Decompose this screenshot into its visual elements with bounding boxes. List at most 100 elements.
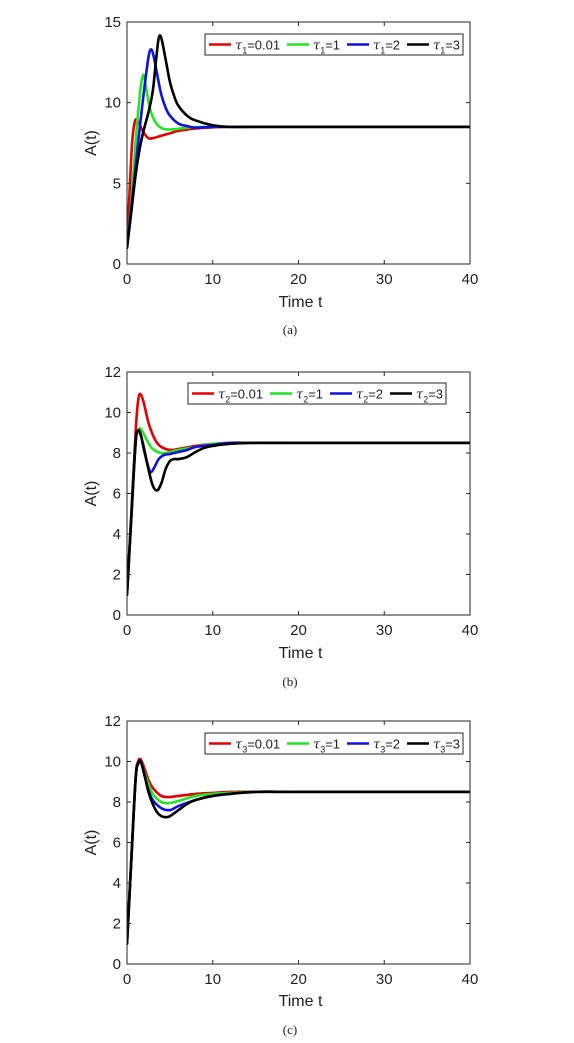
y-tick-label: 6 xyxy=(113,835,121,852)
legend-value: =3 xyxy=(445,737,460,752)
x-axis-label: Time t xyxy=(279,645,323,662)
legend-symbol: τ xyxy=(416,388,424,403)
legend-symbol: τ xyxy=(373,39,381,54)
x-tick-label: 0 xyxy=(123,971,131,988)
legend-subscript: 2 xyxy=(225,395,230,405)
legend-entry-label: τ2=2 xyxy=(356,387,383,405)
y-tick-label: 6 xyxy=(113,486,121,503)
legend-subscript: 2 xyxy=(423,395,428,405)
y-tick-label: 0 xyxy=(113,607,121,624)
legend-symbol: τ xyxy=(313,738,321,753)
x-tick-label: 0 xyxy=(123,622,131,639)
legend-symbol: τ xyxy=(296,388,304,403)
x-tick-label: 40 xyxy=(462,971,479,988)
legend-value: =2 xyxy=(368,387,383,402)
legend-subscript: 1 xyxy=(380,46,385,56)
legend: τ1=0.01 τ1=1 τ1=2 τ1=3 xyxy=(204,33,464,56)
legend-subscript: 2 xyxy=(303,395,308,405)
legend-value: =2 xyxy=(385,38,400,53)
y-tick-label: 4 xyxy=(113,526,121,543)
y-tick-label: 10 xyxy=(104,95,121,112)
series-line-4 xyxy=(127,428,470,597)
legend-value: =3 xyxy=(445,38,460,53)
legend-entry-label: τ3=0.01 xyxy=(235,737,280,755)
legend-symbol: τ xyxy=(433,39,441,54)
series-line-1 xyxy=(127,118,470,250)
series-line-1 xyxy=(127,757,470,946)
x-tick-label: 30 xyxy=(376,271,393,288)
legend-subscript: 1 xyxy=(440,46,445,56)
y-tick-label: 10 xyxy=(104,405,121,422)
legend-entry-label: τ1=0.01 xyxy=(235,38,280,56)
legend-symbol: τ xyxy=(218,388,226,403)
series-line-2 xyxy=(127,759,470,946)
plot-frame xyxy=(126,21,471,265)
legend-subscript: 1 xyxy=(242,46,247,56)
y-axis-label: A(t) xyxy=(83,481,100,507)
legend-value: =3 xyxy=(428,387,443,402)
x-tick-label: 10 xyxy=(204,971,221,988)
x-tick-label: 30 xyxy=(376,622,393,639)
legend-entry-label: τ3=1 xyxy=(313,737,340,755)
y-tick-label: 12 xyxy=(104,713,121,730)
y-tick-label: 2 xyxy=(113,567,121,584)
legend-value: =0.01 xyxy=(247,38,280,53)
y-tick-label: 8 xyxy=(113,445,121,462)
series-line-3 xyxy=(127,428,470,597)
legend-entry-label: τ3=3 xyxy=(433,737,460,755)
x-tick-label: 20 xyxy=(290,971,307,988)
x-tick-label: 10 xyxy=(204,271,221,288)
x-tick-label: 20 xyxy=(290,622,307,639)
y-axis-label: A(t) xyxy=(83,130,100,156)
y-tick-label: 0 xyxy=(113,256,121,273)
legend-symbol: τ xyxy=(235,39,243,54)
x-tick-label: 30 xyxy=(376,971,393,988)
y-tick-label: 2 xyxy=(113,916,121,933)
series-line-1 xyxy=(127,392,470,597)
x-tick-label: 40 xyxy=(462,622,479,639)
legend-entry-label: τ1=3 xyxy=(433,38,460,56)
legend-symbol: τ xyxy=(313,39,321,54)
x-tick-label: 0 xyxy=(123,271,131,288)
legend-entry-label: τ2=0.01 xyxy=(218,387,263,405)
x-axis-label: Time t xyxy=(279,993,323,1010)
legend-symbol: τ xyxy=(356,388,364,403)
legend-box xyxy=(204,33,464,56)
plot-frame xyxy=(126,720,471,965)
legend-box xyxy=(187,382,447,405)
y-tick-label: 15 xyxy=(104,14,121,31)
series-line-4 xyxy=(127,759,470,946)
y-tick-label: 8 xyxy=(113,794,121,811)
figure-caption: (a) xyxy=(283,322,297,337)
series-line-2 xyxy=(127,73,470,250)
y-axis-label: A(t) xyxy=(83,830,100,856)
legend-symbol: τ xyxy=(373,738,381,753)
figure-caption: (b) xyxy=(282,674,297,689)
series-line-3 xyxy=(127,48,470,250)
legend-value: =1 xyxy=(325,38,340,53)
legend-subscript: 3 xyxy=(242,745,247,755)
y-tick-label: 10 xyxy=(104,754,121,771)
legend-value: =1 xyxy=(325,737,340,752)
y-tick-label: 4 xyxy=(113,875,121,892)
legend: τ3=0.01 τ3=1 τ3=2 τ3=3 xyxy=(204,732,464,755)
legend-subscript: 1 xyxy=(320,46,325,56)
series-line-4 xyxy=(127,34,470,250)
legend-subscript: 3 xyxy=(320,745,325,755)
x-tick-label: 10 xyxy=(204,622,221,639)
legend-entry-label: τ1=1 xyxy=(313,38,340,56)
legend-subscript: 3 xyxy=(380,745,385,755)
legend-box xyxy=(204,732,464,755)
legend-entry-label: τ1=2 xyxy=(373,38,400,56)
legend-value: =0.01 xyxy=(247,737,280,752)
legend-entry-label: τ2=3 xyxy=(416,387,443,405)
x-axis-label: Time t xyxy=(279,294,323,311)
legend-value: =1 xyxy=(308,387,323,402)
plot-frame xyxy=(126,371,471,616)
legend-entry-label: τ3=2 xyxy=(373,737,400,755)
legend-symbol: τ xyxy=(433,738,441,753)
x-tick-label: 20 xyxy=(290,271,307,288)
